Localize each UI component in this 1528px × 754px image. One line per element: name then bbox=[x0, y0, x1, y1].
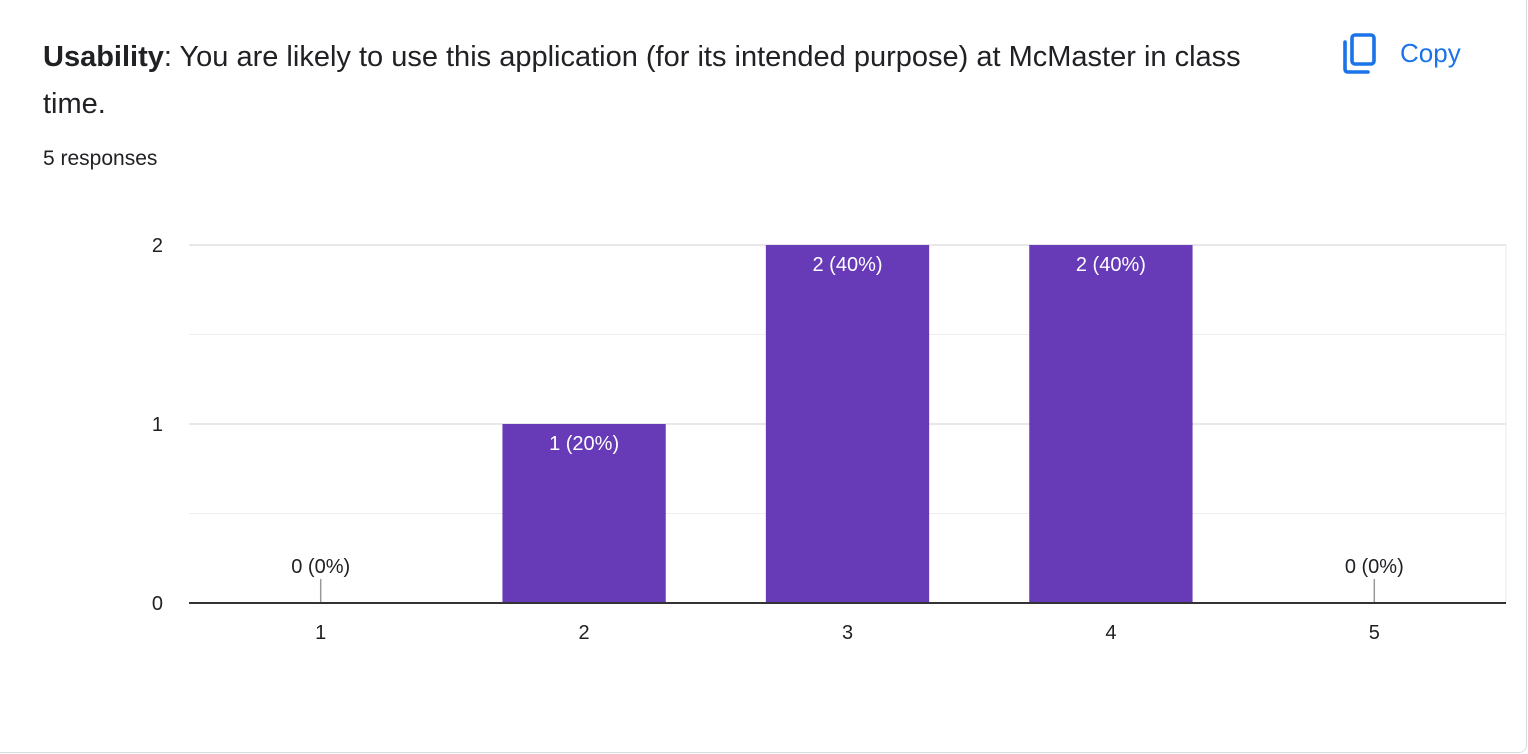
x-tick-label: 5 bbox=[1369, 622, 1380, 644]
bar bbox=[1029, 245, 1193, 603]
y-tick-label: 1 bbox=[152, 414, 163, 436]
bar bbox=[765, 245, 930, 603]
bar-value-label: 2 (40%) bbox=[1076, 254, 1146, 276]
y-tick-label: 2 bbox=[152, 235, 163, 257]
question-text: : You are likely to use this application… bbox=[43, 41, 1241, 120]
x-tick-label: 2 bbox=[579, 622, 590, 644]
question-title: Usability: You are likely to use this ap… bbox=[43, 34, 1303, 128]
bar-value-label: 1 (20%) bbox=[549, 433, 619, 455]
bar-value-label: 2 (40%) bbox=[812, 254, 882, 276]
x-tick-label: 1 bbox=[315, 622, 326, 644]
question-topic: Usability bbox=[43, 41, 164, 73]
copy-button[interactable]: Copy bbox=[1340, 28, 1461, 78]
copy-label: Copy bbox=[1400, 37, 1461, 68]
bar bbox=[502, 424, 666, 603]
x-tick-label: 4 bbox=[1105, 622, 1116, 644]
response-count: 5 responses bbox=[43, 147, 158, 170]
bar-value-label: 0 (0%) bbox=[291, 556, 350, 578]
x-tick-label: 3 bbox=[842, 622, 853, 644]
y-tick-label: 0 bbox=[152, 593, 163, 615]
copy-icon bbox=[1340, 32, 1378, 74]
bar-value-label: 0 (0%) bbox=[1345, 556, 1404, 578]
